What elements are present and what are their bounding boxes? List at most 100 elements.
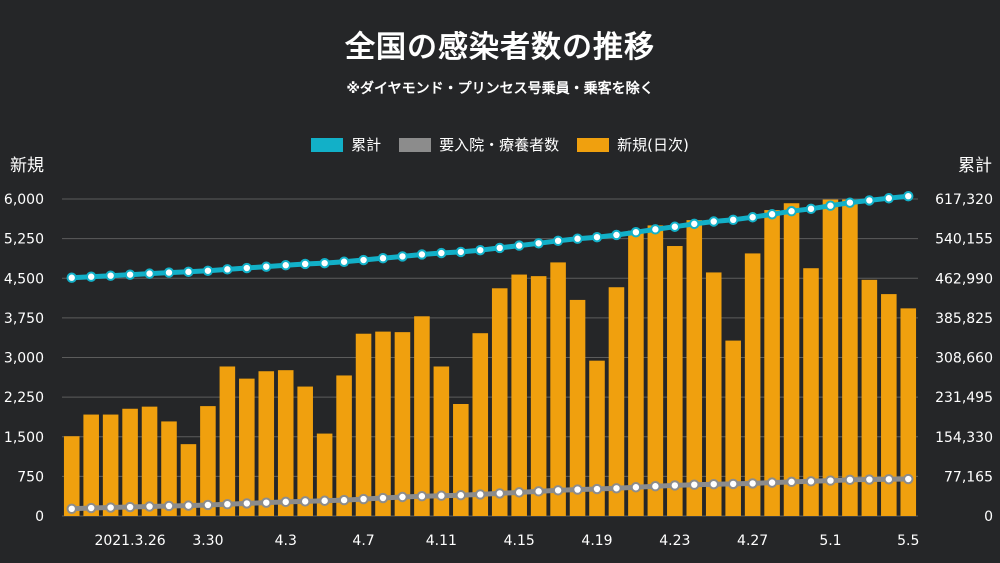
chart-subtitle: ※ダイヤモンド・プリンセス号乗員・乗客を除く: [346, 81, 654, 97]
bar: [783, 203, 800, 516]
cumulative-point: [708, 216, 719, 227]
x-tick-label: 4.23: [659, 533, 690, 549]
hospital-point: [261, 497, 272, 508]
cumulative-point: [280, 260, 291, 271]
hospital-point: [864, 474, 875, 485]
x-tick-label: 4.27: [737, 533, 768, 549]
bar: [375, 331, 391, 516]
x-tick-label: 5.1: [819, 533, 841, 549]
axis-labels: 0 0 750 77,165 1,500 154,330 2,250 231,495 3,000…: [4, 192, 993, 549]
cumulative-point: [650, 224, 661, 235]
bar: [667, 246, 683, 516]
bar: [764, 210, 780, 516]
hospital-point: [124, 501, 136, 513]
bar: [161, 421, 177, 516]
hospital-point: [727, 478, 739, 490]
hospital-point: [552, 485, 564, 496]
hospital-point: [436, 490, 447, 501]
hospital-point: [222, 498, 233, 510]
bar-series-new: [63, 199, 917, 517]
cumulative-point: [475, 244, 486, 256]
bar: [686, 220, 703, 516]
bar: [239, 378, 255, 516]
legend-item-cumulative[interactable]: 累計: [311, 134, 381, 155]
y-tick-label-left: 1,500: [4, 430, 44, 446]
legend-item-new[interactable]: 新規(日次): [577, 134, 689, 155]
x-tick-label: 4.11: [426, 533, 457, 549]
y-tick-label-right: 154,330: [935, 430, 993, 446]
cumulative-point: [864, 195, 875, 206]
y-tick-label-right: 540,155: [935, 232, 993, 248]
y-tick-label-right: 231,495: [935, 390, 993, 406]
bar: [569, 299, 586, 516]
y-axis-label-right: 累計: [958, 156, 992, 176]
cumulative-point: [494, 242, 505, 254]
hospital-point: [455, 490, 467, 501]
cumulative-point: [611, 229, 622, 241]
bar: [258, 371, 275, 516]
cumulative-point: [572, 233, 583, 244]
cumulative-point: [261, 261, 272, 272]
cumulative-point: [591, 231, 603, 243]
bar: [122, 408, 138, 516]
y-tick-label-left: 3,000: [4, 351, 44, 367]
cumulative-point: [144, 268, 155, 279]
hospital-point: [144, 501, 155, 512]
bar: [394, 332, 411, 516]
bar: [628, 230, 644, 516]
bar: [589, 360, 605, 516]
bar: [336, 375, 352, 516]
x-tick-label: 4.3: [275, 533, 297, 549]
line-series-cumulative: [66, 190, 914, 283]
cumulative-line: [71, 193, 909, 281]
y-tick-label-left: 0: [35, 509, 44, 525]
hospital-point: [338, 494, 350, 506]
hospital-point: [572, 484, 583, 495]
bar: [550, 262, 566, 516]
x-tick-label: 3.30: [192, 533, 223, 549]
cumulative-point: [689, 218, 700, 230]
hospital-point: [105, 502, 116, 513]
hospital-point: [805, 476, 817, 487]
bar: [725, 340, 741, 516]
hospital-point: [903, 473, 914, 485]
bar: [433, 366, 450, 516]
hospital-point: [358, 493, 369, 505]
hospital-point: [786, 476, 797, 488]
x-tick-label: 4.15: [504, 533, 535, 549]
hospital-point: [319, 495, 330, 506]
hospital-point: [825, 475, 836, 486]
hospital-point: [85, 502, 97, 514]
cumulative-point: [85, 271, 97, 282]
y-tick-label-right: 385,825: [935, 311, 993, 327]
bar: [530, 276, 547, 516]
cumulative-point: [358, 254, 369, 266]
cumulative-point: [338, 256, 350, 267]
bar: [63, 436, 80, 516]
legend-item-hospital[interactable]: 要入院・療養者数: [399, 134, 559, 155]
cumulative-point: [805, 203, 817, 215]
hospital-point: [591, 483, 603, 495]
legend-swatch-hospital: [399, 137, 432, 152]
cumulative-point: [183, 266, 194, 278]
hospital-line: [71, 476, 909, 512]
hospital-point: [747, 478, 758, 489]
y-tick-label-left: 6,000: [4, 192, 44, 208]
cumulative-point: [299, 258, 311, 270]
y-tick-label-right: 617,320: [935, 192, 993, 208]
hospital-point: [475, 489, 486, 500]
hospital-point: [533, 486, 544, 497]
legend-swatch-new: [577, 137, 610, 152]
bar: [83, 414, 99, 516]
bar: [861, 279, 878, 516]
hospital-point: [513, 487, 525, 498]
hospital-point: [766, 477, 778, 488]
legend-label-cumulative: 累計: [351, 136, 382, 154]
hospital-point: [416, 491, 428, 502]
bar: [472, 333, 489, 516]
hospital-point: [299, 496, 311, 507]
hospital-point: [280, 496, 291, 508]
cumulative-point: [222, 264, 233, 275]
hospital-point: [669, 480, 681, 491]
hospital-point: [630, 482, 642, 493]
